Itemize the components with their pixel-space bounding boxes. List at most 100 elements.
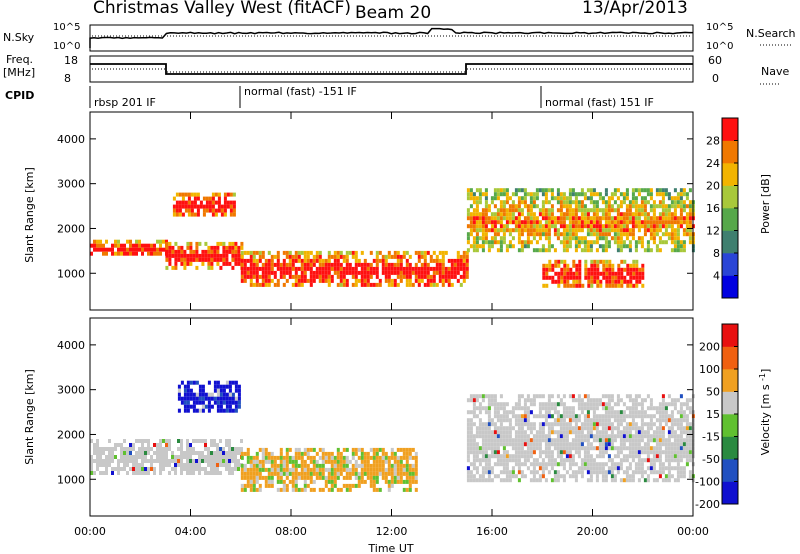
power-cell (652, 208, 656, 213)
velocity-cell (607, 414, 611, 419)
velocity-cell (583, 458, 587, 463)
velocity-cell (258, 471, 262, 476)
velocity-cell (472, 402, 476, 407)
velocity-cell (255, 459, 259, 464)
power-cell (481, 240, 485, 245)
velocity-cell (604, 402, 608, 407)
power-cell (181, 204, 185, 209)
power-cell (617, 271, 621, 276)
power-cell (574, 244, 578, 249)
power-cell (601, 236, 605, 241)
power-cell (321, 258, 325, 263)
velocity-cell (673, 438, 677, 443)
velocity-cell (312, 467, 316, 472)
velocity-cell (610, 426, 614, 431)
power-cell (610, 196, 614, 201)
power-cell (450, 282, 454, 287)
velocity-cell (375, 467, 379, 472)
velocity-cell (303, 471, 307, 476)
velocity-cell (658, 454, 662, 459)
power-cell (617, 283, 621, 288)
power-cell (577, 240, 581, 245)
power-cell (330, 262, 334, 267)
power-cell (548, 259, 552, 264)
velocity-cell (321, 487, 325, 492)
power-cell (472, 196, 476, 201)
velocity-cell (360, 471, 364, 476)
velocity-cell (640, 410, 644, 415)
power-cell (255, 270, 259, 275)
power-cell (575, 279, 579, 284)
power-cell (396, 258, 400, 263)
power-cell (178, 192, 182, 197)
velocity-cell (565, 442, 569, 447)
power-cell (569, 283, 573, 288)
power-cell (655, 248, 659, 253)
power-cell (565, 244, 569, 249)
velocity-cell (219, 396, 223, 401)
power-cell (655, 228, 659, 233)
velocity-cell (366, 455, 370, 460)
velocity-cell (360, 463, 364, 468)
power-cell (587, 283, 591, 288)
power-cell (562, 200, 566, 205)
velocity-cell (661, 402, 665, 407)
velocity-cell (577, 434, 581, 439)
velocity-cell (219, 455, 222, 459)
velocity-cell (216, 451, 219, 455)
velocity-cell (351, 467, 355, 472)
velocity-cell (487, 422, 491, 427)
power-cell (592, 208, 596, 213)
velocity-cell (667, 454, 671, 459)
velocity-cell (514, 418, 518, 423)
velocity-cell (487, 454, 491, 459)
velocity-cell (469, 438, 473, 443)
velocity-cell (613, 446, 617, 451)
velocity-cell (231, 471, 234, 475)
power-cell (661, 224, 665, 229)
power-cell (589, 208, 593, 213)
power-cell (423, 254, 427, 259)
power-cell (557, 271, 561, 276)
power-cell (336, 258, 340, 263)
power-cell (453, 274, 457, 279)
power-cell (556, 192, 560, 197)
power-cell (499, 200, 503, 205)
velocity-cell (207, 471, 210, 475)
power-cell (126, 247, 129, 252)
power-cell (411, 270, 415, 275)
velocity-cell (466, 478, 470, 483)
power-cell (571, 216, 575, 221)
power-cell (538, 236, 542, 241)
power-cell (544, 192, 548, 197)
velocity-cell (655, 418, 659, 423)
velocity-cell (634, 426, 638, 431)
velocity-cell (399, 479, 403, 484)
power-cell (526, 224, 530, 229)
velocity-cell (631, 414, 635, 419)
power-cell (187, 192, 191, 197)
velocity-cell (484, 442, 488, 447)
power-cell (616, 248, 620, 253)
power-cell (93, 239, 96, 244)
velocity-cell (601, 426, 605, 431)
power-cell (499, 216, 503, 221)
velocity-cell (604, 410, 608, 415)
velocity-cell (195, 400, 199, 405)
velocity-cell (129, 455, 132, 459)
velocity-cell (414, 463, 418, 468)
velocity-cell (354, 471, 358, 476)
velocity-cell (613, 410, 617, 415)
velocity-cell (523, 410, 527, 415)
power-cell (417, 266, 421, 271)
power-cell (505, 224, 509, 229)
power-cell (619, 240, 623, 245)
velocity-cell (228, 455, 231, 459)
power-cell (575, 267, 579, 272)
power-cell (318, 270, 322, 275)
power-cell (417, 250, 421, 255)
power-cell (592, 212, 596, 217)
power-cell (187, 208, 191, 213)
velocity-cell (589, 458, 593, 463)
velocity-cell (186, 455, 189, 459)
